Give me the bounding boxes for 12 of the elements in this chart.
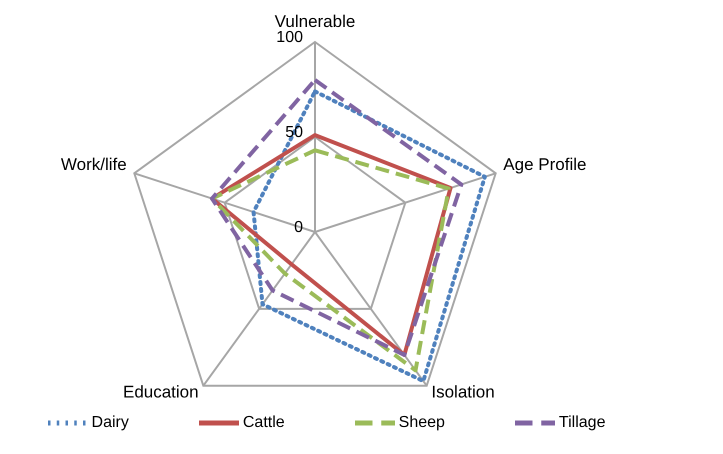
- spoke-label: Work/life: [60, 154, 127, 174]
- legend-label: Tillage: [558, 414, 606, 432]
- spoke-label: Age Profile: [503, 154, 586, 174]
- y-tick-label: 50: [285, 124, 304, 141]
- legend-label: Sheep: [398, 414, 445, 432]
- spoke-label: Education: [122, 382, 199, 402]
- legend-label: Cattle: [242, 414, 285, 432]
- spoke-label: Vulnerable: [274, 12, 356, 31]
- y-tick-label: 0: [294, 219, 304, 236]
- spoke-label: Isolation: [431, 382, 495, 402]
- y-tick-label: 100: [276, 29, 304, 46]
- legend-label: Dairy: [92, 414, 129, 432]
